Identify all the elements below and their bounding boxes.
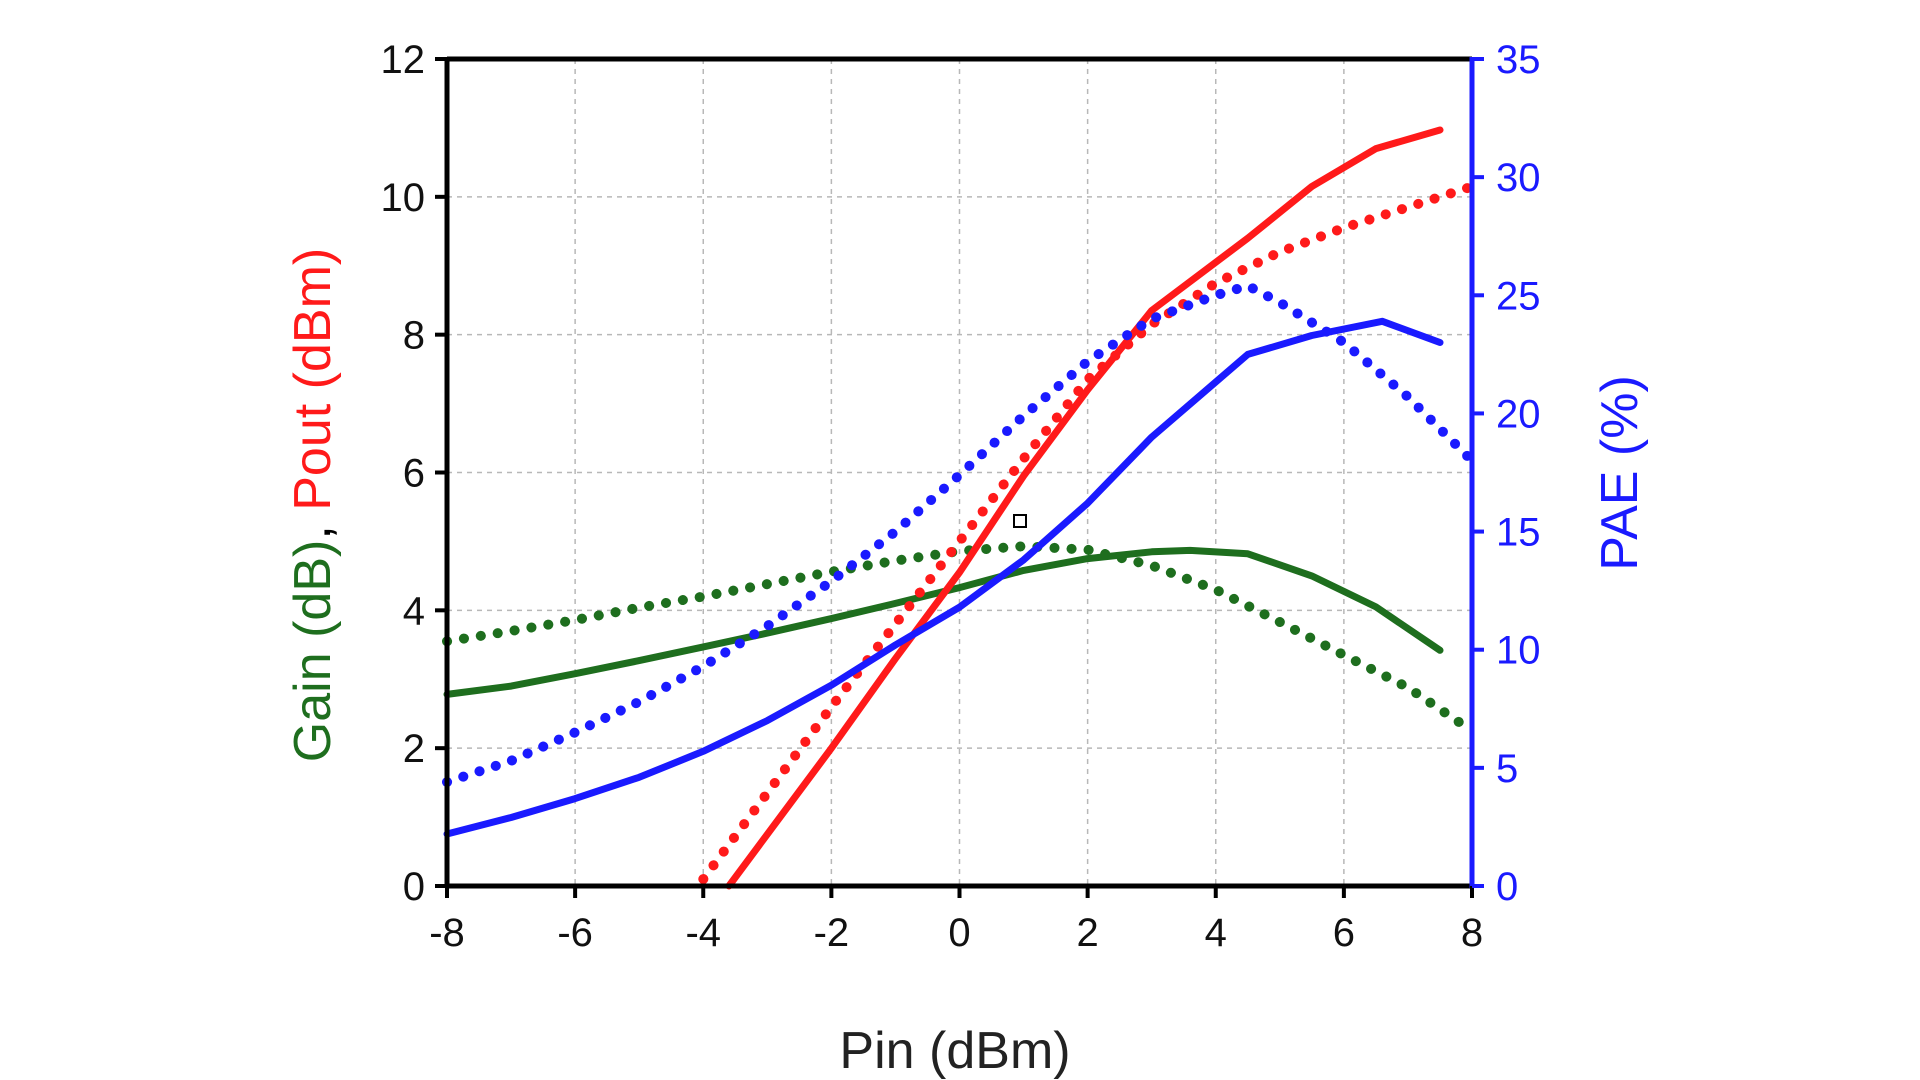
y-right-tick-label: 20 [1496,392,1541,436]
x-tick-label: 8 [1461,911,1483,955]
series-layer [442,126,1477,890]
x-tick-label: -2 [814,911,850,955]
y-right-tick-label: 25 [1496,274,1541,318]
grid [447,59,1472,886]
series-gain_solid [443,546,1444,698]
y-right-tick-label: 10 [1496,629,1541,673]
y-right-tick-label: 15 [1496,511,1541,555]
series-pae_solid [443,317,1444,838]
x-tick-label: 0 [948,911,970,955]
y-left-title-part: Gain (dB) [284,540,342,763]
y-left-tick-label: 0 [403,865,425,909]
y-left-title-part: Pout (dBm) [284,248,342,511]
marker-square-icon [1013,514,1027,528]
x-tick-label: -8 [429,911,465,955]
y-right-tick-label: 0 [1496,865,1518,909]
y-left-tick-label: 12 [381,38,426,82]
series-pae_dotted [442,280,1477,787]
x-tick-label: 4 [1205,911,1227,955]
y-right-axis-title: PAE (%) [1591,375,1649,571]
series-gain_dotted [442,541,1477,736]
x-tick-label: 2 [1077,911,1099,955]
x-tick-label: 6 [1333,911,1355,955]
y-left-tick-label: 4 [403,589,425,633]
series-pout_solid [725,126,1444,890]
y-right-tick-label: 5 [1496,747,1518,791]
y-left-axis-title: Gain (dB), Pout (dBm) [284,248,342,762]
y-right-tick-label: 30 [1496,156,1541,200]
x-tick-label: -6 [557,911,593,955]
series-pout_dotted [698,181,1477,885]
y-left-tick-label: 6 [403,452,425,496]
y-right-tick-label: 35 [1496,38,1541,82]
y-left-tick-label: 8 [403,314,425,358]
y-left-tick-label: 2 [403,727,425,771]
x-axis-title: Pin (dBm) [839,1022,1070,1080]
y-left-tick-label: 10 [381,176,426,220]
y-left-title-part: , [284,511,342,540]
x-tick-label: -4 [685,911,721,955]
